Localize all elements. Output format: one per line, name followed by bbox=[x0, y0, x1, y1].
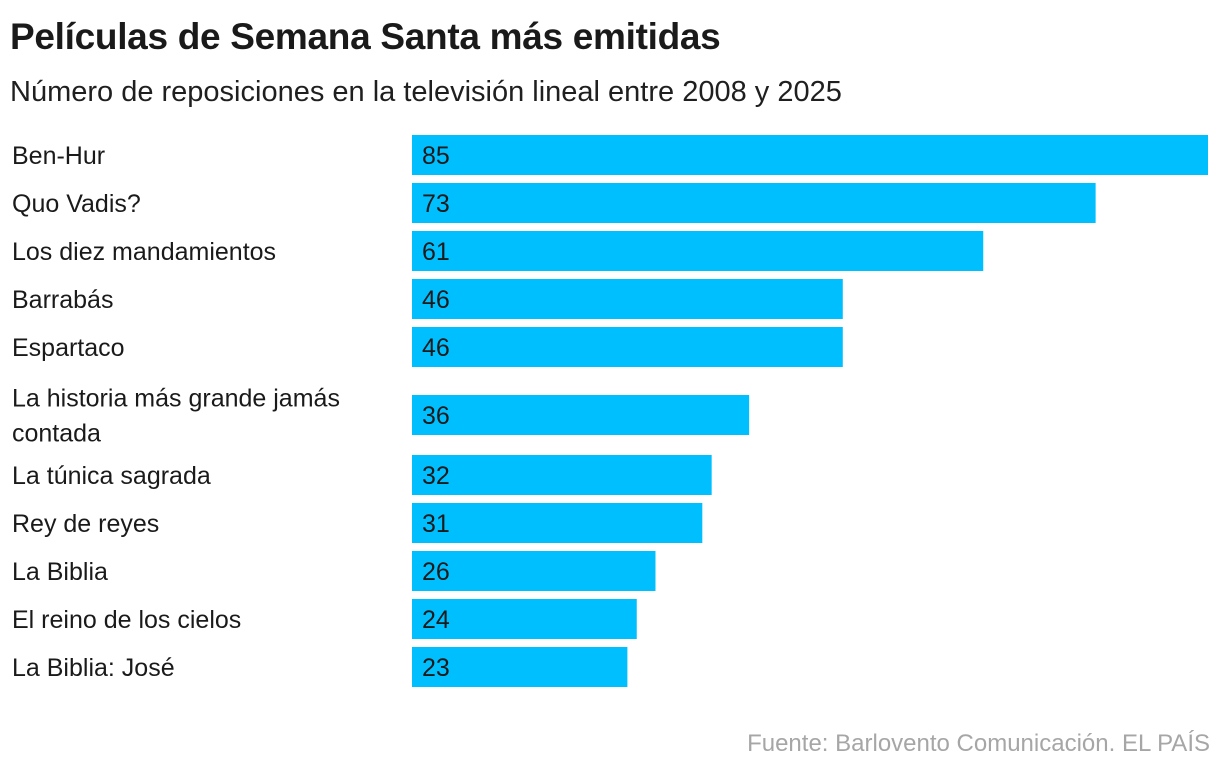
category-label: Espartaco bbox=[12, 334, 125, 362]
category-label: La historia más grande jamás contada bbox=[12, 385, 340, 448]
bar bbox=[412, 231, 984, 271]
category-label: Rey de reyes bbox=[12, 510, 159, 538]
bar bbox=[412, 327, 843, 367]
category-label: Barrabás bbox=[12, 286, 113, 314]
chart-subtitle: Número de reposiciones en la televisión … bbox=[10, 76, 842, 108]
bar-value-label: 32 bbox=[422, 462, 450, 490]
category-label: La túnica sagrada bbox=[12, 462, 211, 490]
chart-title: Películas de Semana Santa más emitidas bbox=[10, 16, 721, 57]
category-label: Ben-Hur bbox=[12, 142, 105, 170]
bar-value-label: 73 bbox=[422, 190, 450, 218]
bar bbox=[412, 395, 750, 435]
category-label: La Biblia: José bbox=[12, 654, 175, 682]
bar bbox=[412, 647, 628, 687]
bar-value-label: 26 bbox=[422, 558, 450, 586]
bar bbox=[412, 183, 1096, 223]
category-label: Los diez mandamientos bbox=[12, 238, 276, 266]
bar-value-label: 46 bbox=[422, 334, 450, 362]
bar bbox=[412, 551, 656, 591]
category-label: La Biblia bbox=[12, 558, 108, 586]
bar-value-label: 61 bbox=[422, 238, 450, 266]
bar-value-label: 24 bbox=[422, 606, 450, 634]
category-label: El reino de los cielos bbox=[12, 606, 241, 634]
category-label: Quo Vadis? bbox=[12, 190, 141, 218]
bar-value-label: 23 bbox=[422, 654, 450, 682]
bar bbox=[412, 455, 712, 495]
bar bbox=[412, 279, 843, 319]
bar-value-label: 36 bbox=[422, 402, 450, 430]
bar bbox=[412, 599, 637, 639]
bar-value-label: 46 bbox=[422, 286, 450, 314]
source-note: Fuente: Barlovento Comunicación. EL PAÍS bbox=[747, 730, 1210, 757]
bar bbox=[412, 135, 1208, 175]
bar-value-label: 31 bbox=[422, 510, 450, 538]
bar bbox=[412, 503, 703, 543]
bar-value-label: 85 bbox=[422, 142, 450, 170]
